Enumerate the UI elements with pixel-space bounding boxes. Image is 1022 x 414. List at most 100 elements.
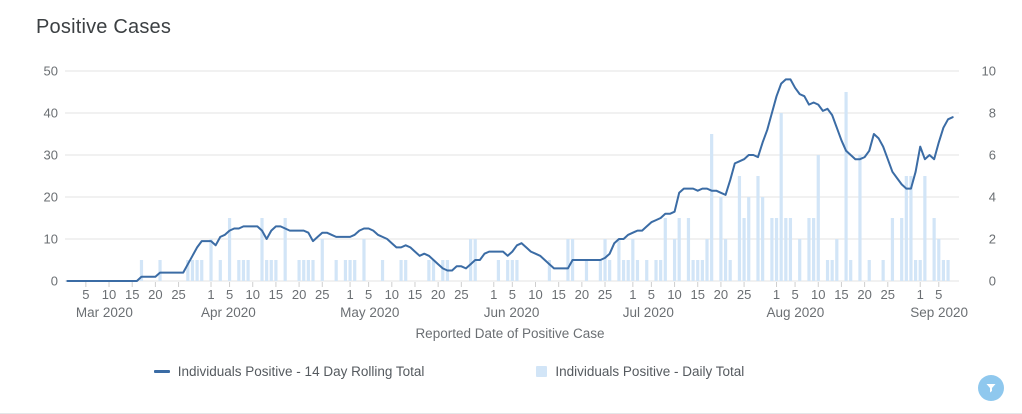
daily-total-bar[interactable] [881,260,885,281]
daily-total-bar[interactable] [770,218,774,281]
daily-total-bar[interactable] [584,260,589,281]
rolling-total-line[interactable] [66,78,954,282]
daily-total-bar[interactable] [900,218,904,281]
daily-total-bar[interactable] [311,260,315,281]
daily-total-bar[interactable] [761,197,765,281]
daily-total-bar[interactable] [788,218,793,281]
daily-total-bar[interactable] [510,260,514,281]
daily-total-bar[interactable] [807,218,811,281]
daily-total-bar[interactable] [380,260,385,281]
daily-total-bar[interactable] [918,260,922,281]
daily-total-bar[interactable] [825,260,830,281]
daily-total-bar[interactable] [923,176,927,281]
daily-total-bar[interactable] [779,113,783,281]
daily-total-bar[interactable] [566,239,570,281]
daily-total-bar[interactable] [297,260,301,281]
daily-total-bar[interactable] [515,260,519,281]
daily-total-bar[interactable] [139,260,144,281]
daily-total-bar[interactable] [691,260,695,281]
daily-total-bar[interactable] [404,260,408,281]
daily-total-bar[interactable] [914,260,918,281]
daily-total-bar[interactable] [835,239,839,281]
daily-total-bar[interactable] [302,260,306,281]
daily-total-bar[interactable] [237,260,241,281]
daily-total-bar[interactable] [265,260,269,281]
daily-total-bar[interactable] [200,260,204,281]
daily-total-bar[interactable] [723,239,728,281]
daily-total-bar[interactable] [441,260,445,281]
daily-total-bar[interactable] [904,176,908,281]
daily-total-bar[interactable] [672,239,677,281]
daily-total-bar[interactable] [696,260,700,281]
legend-item-daily-total[interactable]: Individuals Positive - Daily Total [536,364,744,379]
daily-total-bar[interactable] [227,218,232,281]
daily-total-bar[interactable] [431,260,436,281]
daily-total-bar[interactable] [635,260,640,281]
daily-total-bar[interactable] [700,260,704,281]
daily-total-bar[interactable] [747,197,751,281]
daily-total-bar[interactable] [506,260,510,281]
daily-total-bar[interactable] [858,155,862,281]
daily-total-bar[interactable] [195,260,199,281]
daily-total-bar[interactable] [496,260,501,281]
daily-total-bar[interactable] [608,260,612,281]
daily-total-bar[interactable] [334,260,338,281]
daily-total-bar[interactable] [798,239,802,281]
daily-total-bar[interactable] [742,218,746,281]
daily-total-bar[interactable] [621,260,626,281]
daily-total-bar[interactable] [190,260,195,281]
daily-total-bar[interactable] [710,134,714,281]
daily-total-bar[interactable] [867,260,871,281]
daily-total-bar[interactable] [941,260,946,281]
daily-total-bar[interactable] [469,239,473,281]
daily-total-bar[interactable] [362,239,366,281]
daily-total-bar[interactable] [890,218,895,281]
daily-total-bar[interactable] [719,197,723,281]
daily-total-bar[interactable] [269,260,273,281]
daily-total-bar[interactable] [849,260,853,281]
daily-total-bar[interactable] [158,260,162,281]
daily-total-bar[interactable] [909,176,913,281]
daily-total-bar[interactable] [626,260,630,281]
daily-total-bar[interactable] [784,218,788,281]
daily-total-bar[interactable] [677,218,681,281]
daily-total-bar[interactable] [686,218,691,281]
daily-total-bar[interactable] [617,239,621,281]
legend-item-rolling-total[interactable]: Individuals Positive - 14 Day Rolling To… [153,364,424,379]
daily-total-bar[interactable] [937,239,941,281]
daily-total-bar[interactable] [320,239,324,281]
daily-total-bar[interactable] [756,176,760,281]
daily-total-bar[interactable] [241,260,246,281]
daily-total-bar[interactable] [603,239,607,281]
daily-total-bar[interactable] [186,260,190,281]
daily-total-bar[interactable] [830,260,834,281]
daily-total-bar[interactable] [631,239,635,281]
daily-total-bar[interactable] [427,260,431,281]
daily-total-bar[interactable] [260,218,264,281]
daily-total-bar[interactable] [274,260,278,281]
daily-total-bar[interactable] [343,260,348,281]
daily-total-bar[interactable] [816,155,820,281]
daily-total-bar[interactable] [209,239,213,281]
daily-total-bar[interactable] [547,260,551,281]
daily-total-bar[interactable] [663,218,667,281]
daily-total-bar[interactable] [844,92,848,281]
daily-total-bar[interactable] [645,260,649,281]
daily-total-bar[interactable] [598,260,602,281]
daily-total-bar[interactable] [737,176,742,281]
daily-total-bar[interactable] [728,260,732,281]
filter-button[interactable] [978,375,1004,401]
daily-total-bar[interactable] [705,239,709,281]
daily-total-bar[interactable] [774,218,779,281]
daily-total-bar[interactable] [812,218,816,281]
daily-total-bar[interactable] [353,260,357,281]
daily-total-bar[interactable] [306,260,310,281]
daily-total-bar[interactable] [659,260,663,281]
daily-total-bar[interactable] [932,218,936,281]
daily-total-bar[interactable] [246,260,250,281]
daily-total-bar[interactable] [348,260,352,281]
daily-total-bar[interactable] [399,260,403,281]
daily-total-bar[interactable] [946,260,950,281]
daily-total-bar[interactable] [218,260,222,281]
daily-total-bar[interactable] [654,260,658,281]
